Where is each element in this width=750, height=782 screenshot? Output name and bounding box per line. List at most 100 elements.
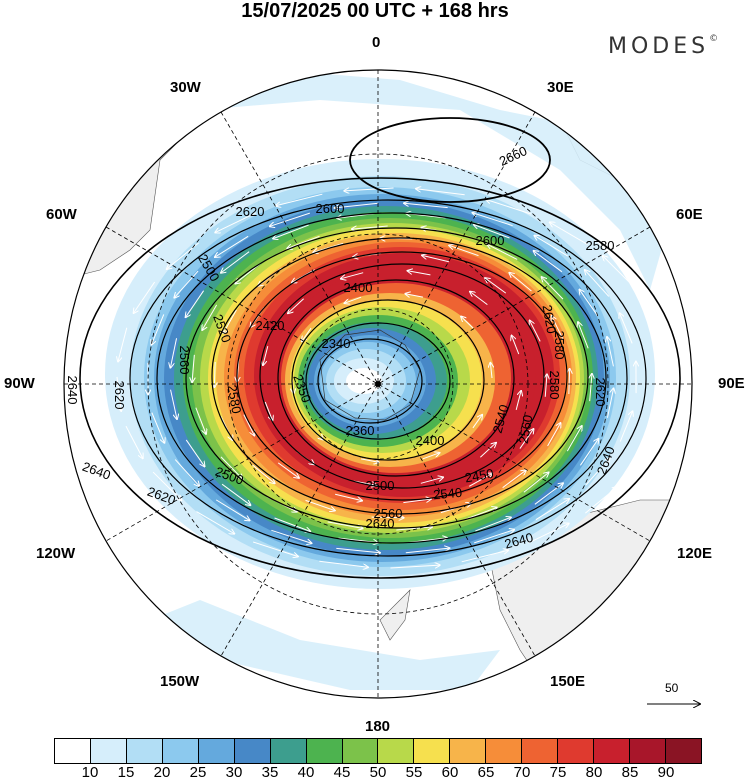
wind-arrow [449,245,479,257]
contour-label: 2620 [593,378,608,407]
wind-arrow [485,278,507,294]
wind-arrow [170,389,177,419]
contour-label: 2580 [225,384,245,415]
wind-arrow [547,423,561,447]
wind-arrow [253,541,298,557]
colorbar-tick-label: 20 [153,764,171,781]
wind-arrow [235,263,261,284]
wind-arrow [288,298,304,313]
colorbar-cell [630,739,666,763]
colorbar-tick-label: 30 [225,764,243,781]
wind-arrow [151,412,165,443]
colorbar-cell [522,739,559,763]
south-pole-marker [375,381,381,387]
wind-arrow [221,483,250,505]
wind-arrow [590,374,592,402]
wind-arrow [220,456,242,479]
lon-label-120w: 120W [36,545,76,562]
wind-arrow [620,313,633,344]
wind-arrow [519,429,534,449]
wind-arrow [215,212,257,233]
wind-arrow [221,251,250,273]
wind-arrow [585,487,617,514]
lon-label-0: 0 [372,34,381,51]
contour-label: 2540 [433,485,463,502]
colorbar-tick-label: 25 [189,764,207,781]
contour-label: 2640 [366,516,395,531]
colorbar-cell [665,739,701,763]
wind-arrow [215,235,249,257]
wind-arrow [656,395,666,429]
contour-label: 2600 [316,201,345,216]
contour-label: 2500 [366,478,395,493]
colorbar-tick-label: 65 [477,764,495,781]
colorbar-tick-label: 75 [549,764,567,781]
wind-arrow [566,426,581,452]
wind-arrow [264,401,272,420]
colorbar-tick-label: 70 [513,764,531,781]
wind-arrow [578,322,589,349]
contour-label: 2640 [65,376,80,405]
wind-arrow [472,415,482,429]
wind-arrow [569,369,570,395]
wind-arrow [422,255,449,263]
colorbar-labels: 10 15 20 25 30 35 40 45 50 55 60 65 70 75 80 85 90 [54,764,702,782]
wind-arrow [512,336,520,355]
wind-arrow [502,470,526,489]
wind-arrow [125,425,143,458]
wind-arrow [534,483,563,505]
wind-arrow [408,271,431,276]
contour-label: 2620 [236,204,265,219]
colorbar-tick-label: 50 [369,764,387,781]
wind-arrow [474,225,510,239]
wind-arrow [530,321,541,342]
wind-arrow [535,499,569,521]
colorbar-cell [450,739,487,763]
wind-arrow [487,244,518,260]
colorbar-tick-label: 90 [657,764,675,781]
vector-reference-arrow [647,690,705,714]
wind-arrow [152,314,165,344]
contour-label: 2450 [464,466,495,486]
wind-arrow [606,388,613,418]
wind-arrow [302,327,312,341]
wind-arrow [405,548,450,554]
wind-arrow [287,235,320,248]
wind-arrow [270,212,310,226]
contour-label: 2580 [547,371,562,400]
wind-arrow [327,521,363,528]
wind-arrow [336,547,380,552]
contour-label: 2420 [256,318,285,333]
wind-arrow [420,477,443,484]
wind-arrow [405,294,423,297]
wind-arrow [345,296,362,303]
colorbar-cell [594,739,630,763]
colorbar-tick-label: 15 [117,764,135,781]
lon-label-30e: 30E [547,79,574,96]
wind-arrow [214,361,215,387]
wind-arrow [134,281,156,313]
colorbar-tick-label: 85 [621,764,639,781]
wind-arrow [474,530,514,544]
wind-arrow [585,458,610,486]
wind-arrow [335,493,362,500]
wind-arrow [277,462,299,478]
colorbar-cell [414,739,451,763]
lon-label-60e: 60E [676,206,703,223]
contour-label: 2580 [586,238,615,253]
wind-arrow [361,459,379,462]
colorbar-cell [486,739,523,763]
wind-arrow [475,517,510,532]
colorbar-cell [342,739,379,763]
contour-label: 2600 [476,233,505,248]
wind-arrow [223,309,237,333]
wind-arrow [341,272,364,279]
colorbar-cell [126,739,163,763]
wind-arrow [252,464,275,483]
wind-arrow [344,187,394,191]
wind-arrow [461,317,474,329]
wind-arrow [416,189,465,196]
copyright-mark: © [709,34,719,44]
wind-arrow [490,363,492,379]
